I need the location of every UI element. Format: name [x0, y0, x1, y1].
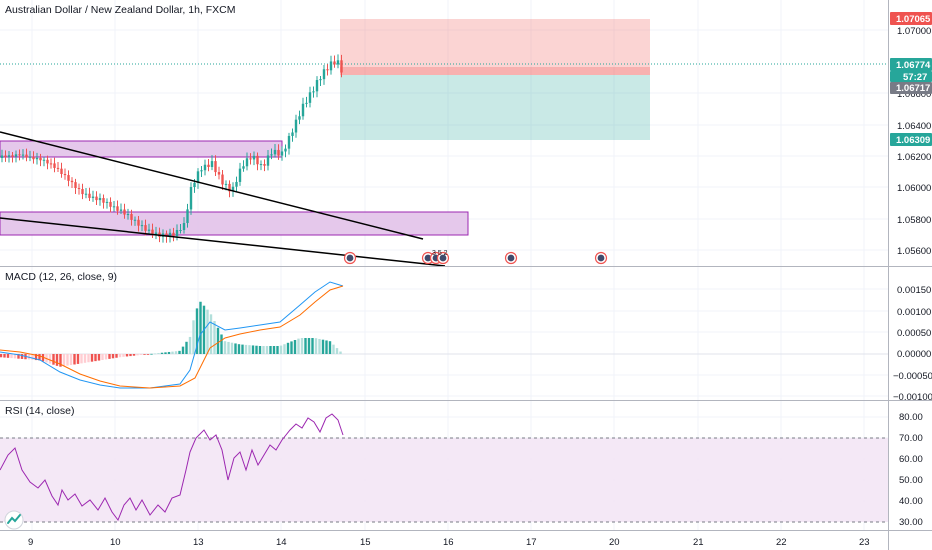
macd-tick: −0.00100 — [893, 392, 932, 403]
rsi-tick: 40.00 — [899, 496, 923, 507]
date-tick: 17 — [526, 537, 537, 548]
macd-tick: 0.00050 — [897, 328, 931, 339]
svg-text:1.06774: 1.06774 — [896, 60, 931, 71]
date-tick: 20 — [609, 537, 620, 548]
stop-price-tag: 1.06309 — [890, 133, 932, 146]
date-tick: 23 — [859, 537, 870, 548]
rsi-pane[interactable] — [0, 413, 888, 523]
svg-text:1.06717: 1.06717 — [896, 83, 930, 94]
rsi-band — [0, 438, 888, 522]
event-marker[interactable] — [594, 251, 608, 265]
rsi-title: RSI (14, close) — [5, 405, 75, 417]
price-tick: 1.07000 — [897, 26, 931, 37]
date-tick: 14 — [276, 537, 287, 548]
macd-tick: −0.00050 — [893, 371, 932, 382]
price-tick: 1.06000 — [897, 183, 931, 194]
target-price-tag: 1.07065 — [890, 12, 932, 25]
event-marker-count: 3 5 2 — [432, 250, 448, 257]
rsi-tick: 80.00 — [899, 412, 923, 423]
event-marker[interactable] — [504, 251, 518, 265]
current-price-tag: 1.06774 — [890, 58, 932, 71]
macd-title: MACD (12, 26, close, 9) — [5, 271, 118, 283]
trend-line-lower[interactable] — [0, 217, 446, 267]
svg-text:1.06309: 1.06309 — [896, 135, 930, 146]
macd-tick: 0.00100 — [897, 307, 931, 318]
event-marker[interactable] — [343, 251, 357, 265]
price-axis[interactable]: 1.07000 1.06600 1.06400 1.06200 1.06000 … — [890, 12, 932, 528]
take-profit-zone[interactable] — [340, 75, 650, 140]
price-tick: 1.06200 — [897, 152, 931, 163]
macd-tick: 0.00000 — [897, 349, 931, 360]
date-tick: 15 — [360, 537, 371, 548]
macd-pane[interactable] — [0, 281, 888, 389]
tradingview-logo-icon[interactable] — [4, 510, 24, 530]
chart-title: Australian Dollar / New Zealand Dollar, … — [5, 4, 236, 16]
entry-price-tag: 1.06717 — [890, 82, 932, 94]
macd-histogram — [0, 301, 342, 367]
rsi-tick: 60.00 — [899, 454, 923, 465]
support-zone[interactable] — [0, 211, 469, 236]
rsi-tick: 70.00 — [899, 433, 923, 444]
signal-line — [0, 285, 344, 389]
date-tick: 9 — [28, 537, 33, 548]
price-tick: 1.05800 — [897, 215, 931, 226]
date-tick: 16 — [443, 537, 454, 548]
date-tick: 10 — [110, 537, 121, 548]
date-tick: 22 — [776, 537, 787, 548]
event-marker-group[interactable]: 3 5 2 — [421, 250, 450, 265]
price-tick: 1.06400 — [897, 121, 931, 132]
rsi-tick: 30.00 — [899, 517, 923, 528]
candlestick-series — [0, 54, 343, 243]
price-tick: 1.06600 — [897, 89, 931, 100]
stop-loss-zone[interactable] — [340, 19, 650, 67]
price-tick: 1.05600 — [897, 246, 931, 257]
rsi-line — [0, 413, 344, 522]
date-tick: 13 — [193, 537, 204, 548]
trend-line-upper[interactable] — [0, 131, 424, 240]
rsi-tick: 50.00 — [899, 475, 923, 486]
date-tick: 21 — [693, 537, 704, 548]
entry-band[interactable] — [340, 67, 650, 75]
main-pane[interactable]: 3 5 2 — [0, 19, 888, 267]
svg-text:57:27: 57:27 — [903, 72, 927, 83]
svg-text:1.07065: 1.07065 — [896, 14, 931, 25]
macd-line — [0, 281, 344, 389]
time-axis[interactable]: 9 10 13 14 15 16 17 20 21 22 23 — [28, 537, 870, 548]
macd-tick: 0.00150 — [897, 285, 931, 296]
countdown-tag: 57:27 — [890, 71, 932, 83]
